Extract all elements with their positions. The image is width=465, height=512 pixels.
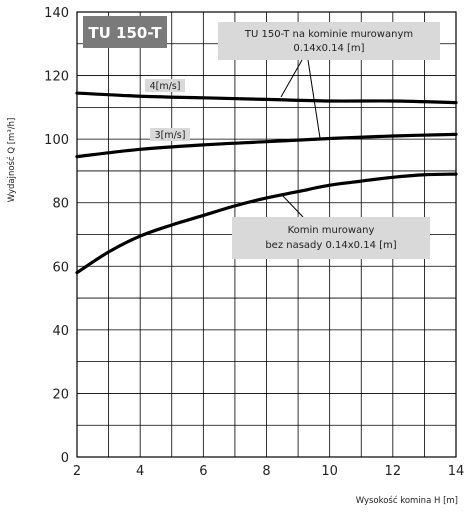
leader-line [307, 59, 321, 139]
series-label-4ms-text: 4[m/s] [150, 81, 181, 92]
leader-line [281, 194, 304, 218]
x-tick-label: 12 [385, 464, 402, 479]
x-tick-label: 8 [262, 464, 270, 479]
callout-top: TU 150-T na kominie murowanym 0.14x0.14 … [218, 22, 440, 60]
y-tick-label: 80 [52, 197, 69, 212]
leader-line [280, 59, 303, 98]
y-tick-label: 120 [44, 70, 69, 85]
x-tick-label: 6 [199, 464, 207, 479]
x-tick-label: 4 [136, 464, 144, 479]
title-box: TU 150-T [83, 16, 167, 48]
y-tick-label: 140 [44, 6, 69, 21]
y-tick-label: 20 [52, 387, 69, 402]
y-tick-label: 0 [61, 451, 69, 466]
x-axis-label: Wysokość komina H [m] [356, 495, 458, 506]
x-tick-label: 10 [321, 464, 338, 479]
series-label-4ms: 4[m/s] [145, 79, 185, 92]
callout-top-line1: TU 150-T na kominie murowanym [244, 29, 413, 40]
plot-frame [76, 11, 457, 458]
series-line-3ms [75, 132, 458, 159]
y-tick-label: 40 [52, 324, 69, 339]
callout-bottom-line2: bez nasady 0.14x0.14 [m] [265, 240, 396, 251]
y-tick-label: 60 [52, 260, 69, 275]
x-tick-label: 2 [73, 464, 81, 479]
leaders [280, 59, 321, 218]
series-label-3ms: 3[m/s] [150, 128, 190, 141]
x-tick-label: 14 [448, 464, 465, 479]
y-tick-label: 100 [44, 133, 69, 148]
series-line-murowany [75, 172, 458, 275]
series-label-3ms-text: 3[m/s] [155, 130, 186, 141]
callout-bottom-line1: Komin murowany [288, 225, 375, 236]
curves [75, 91, 458, 275]
callout-bottom: Komin murowany bez nasady 0.14x0.14 [m] [232, 217, 430, 259]
y-axis-label: Wydajność Q [m³/h] [6, 118, 17, 203]
series-line-4ms [75, 91, 458, 105]
chart-title: TU 150-T [88, 24, 162, 42]
callout-top-line2: 0.14x0.14 [m] [293, 43, 364, 54]
